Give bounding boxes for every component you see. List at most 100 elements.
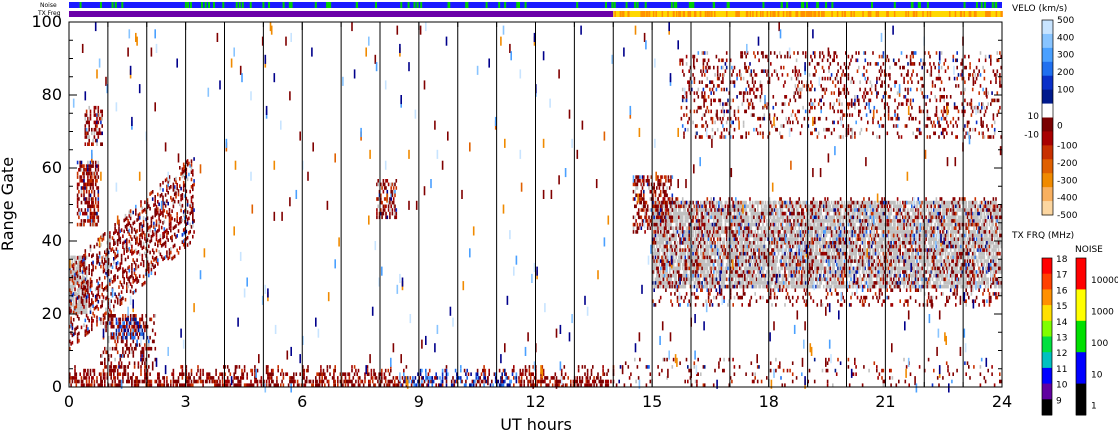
- heatmap-cell: [724, 255, 727, 260]
- heatmap-cell: [136, 240, 138, 244]
- heatmap-cell: [782, 277, 785, 282]
- txfreq-bar-mark: [622, 11, 625, 17]
- heatmap-cell: [94, 120, 97, 125]
- heatmap-cell: [779, 273, 781, 278]
- txfreq-bar-mark: [987, 11, 989, 17]
- heatmap-cell: [69, 346, 71, 351]
- heatmap-cell: [669, 277, 671, 282]
- heatmap-cell: [146, 238, 149, 242]
- noise-bar-mark: [328, 2, 331, 8]
- heatmap-cell: [135, 241, 137, 245]
- heatmap-cell: [692, 266, 694, 271]
- heatmap-cell: [707, 244, 710, 249]
- heatmap-cell: [502, 368, 505, 373]
- heatmap-cell: [718, 270, 720, 274]
- heatmap-cell: [131, 237, 133, 241]
- heatmap-cell: [790, 248, 793, 252]
- heatmap-cell: [89, 211, 92, 216]
- heatmap-cell: [795, 277, 798, 282]
- heatmap-cell: [79, 275, 81, 280]
- heatmap-cell: [687, 211, 689, 216]
- heatmap-cell: [80, 325, 83, 330]
- heatmap-cell: [116, 339, 119, 344]
- heatmap-cell: [597, 376, 599, 380]
- heatmap-cell: [182, 162, 185, 167]
- heatmap-cell: [263, 383, 265, 387]
- heatmap-cell: [694, 281, 697, 285]
- heatmap-cell: [749, 226, 751, 230]
- heatmap-cell: [691, 211, 693, 216]
- heatmap-cell: [476, 376, 479, 380]
- heatmap-cell: [697, 211, 699, 216]
- heatmap-cell: [170, 228, 172, 233]
- heatmap-cell: [76, 379, 79, 384]
- heatmap-cell: [344, 379, 347, 384]
- heatmap-cell: [135, 204, 137, 209]
- heatmap-cell: [118, 365, 120, 369]
- heatmap-cell: [733, 281, 736, 285]
- heatmap-cell: [678, 200, 680, 205]
- heatmap-cell: [440, 383, 443, 387]
- heatmap-cell: [104, 346, 106, 351]
- heatmap-cell: [79, 310, 81, 314]
- heatmap-cell: [185, 379, 188, 384]
- heatmap-cell: [141, 253, 144, 258]
- heatmap-cell: [803, 270, 806, 274]
- heatmap-cell: [683, 251, 685, 256]
- heatmap-cell: [789, 244, 791, 249]
- heatmap-cell: [767, 262, 769, 267]
- heatmap-cell: [105, 321, 107, 325]
- heatmap-cell: [74, 262, 76, 267]
- heatmap-cell: [684, 237, 687, 241]
- heatmap-cell: [270, 376, 273, 380]
- heatmap-cell: [376, 211, 378, 216]
- heatmap-cell: [151, 190, 154, 194]
- heatmap-cell: [598, 379, 601, 384]
- heatmap-cell: [775, 284, 777, 289]
- heatmap-cell: [413, 379, 415, 384]
- heatmap-cell: [148, 354, 150, 358]
- heatmap-cell: [102, 295, 105, 299]
- heatmap-cell: [92, 204, 94, 209]
- heatmap-cell: [705, 244, 707, 249]
- heatmap-cell: [315, 376, 317, 380]
- heatmap-cell: [727, 266, 729, 271]
- heatmap-cell: [131, 332, 133, 336]
- heatmap-cell: [672, 255, 675, 260]
- heatmap-cell: [154, 332, 157, 336]
- heatmap-cell: [353, 383, 356, 387]
- heatmap-cell: [116, 368, 119, 373]
- heatmap-cell: [105, 252, 107, 257]
- heatmap-cell: [100, 235, 102, 240]
- heatmap-cell: [733, 266, 736, 271]
- heatmap-cell: [705, 281, 707, 285]
- heatmap-cell: [83, 299, 85, 303]
- heatmap-cell: [663, 255, 666, 260]
- heatmap-cell: [786, 266, 789, 271]
- heatmap-cell: [137, 361, 140, 365]
- heatmap-cell: [676, 281, 679, 285]
- heatmap-cell: [676, 211, 679, 216]
- heatmap-cell: [480, 379, 483, 384]
- heatmap-cell: [706, 248, 709, 252]
- heatmap-cell: [79, 297, 81, 302]
- heatmap-cell: [687, 266, 689, 271]
- heatmap-cell: [804, 262, 807, 267]
- heatmap-cell: [97, 168, 100, 172]
- heatmap-cell: [685, 281, 688, 285]
- heatmap-cell: [75, 260, 78, 265]
- heatmap-cell: [460, 376, 462, 380]
- heatmap-cell: [135, 376, 137, 380]
- heatmap-cell: [173, 379, 176, 384]
- heatmap-cell: [312, 383, 314, 387]
- heatmap-cell: [185, 229, 188, 234]
- txfreq-bar-mark: [682, 11, 685, 17]
- heatmap-cell: [559, 379, 562, 384]
- heatmap-cell: [145, 272, 147, 276]
- heatmap-cell: [799, 273, 802, 278]
- heatmap-cell: [84, 310, 87, 314]
- heatmap-cell: [72, 299, 75, 303]
- heatmap-cell: [799, 200, 802, 205]
- heatmap-cell: [84, 113, 87, 117]
- heatmap-cell: [696, 233, 698, 238]
